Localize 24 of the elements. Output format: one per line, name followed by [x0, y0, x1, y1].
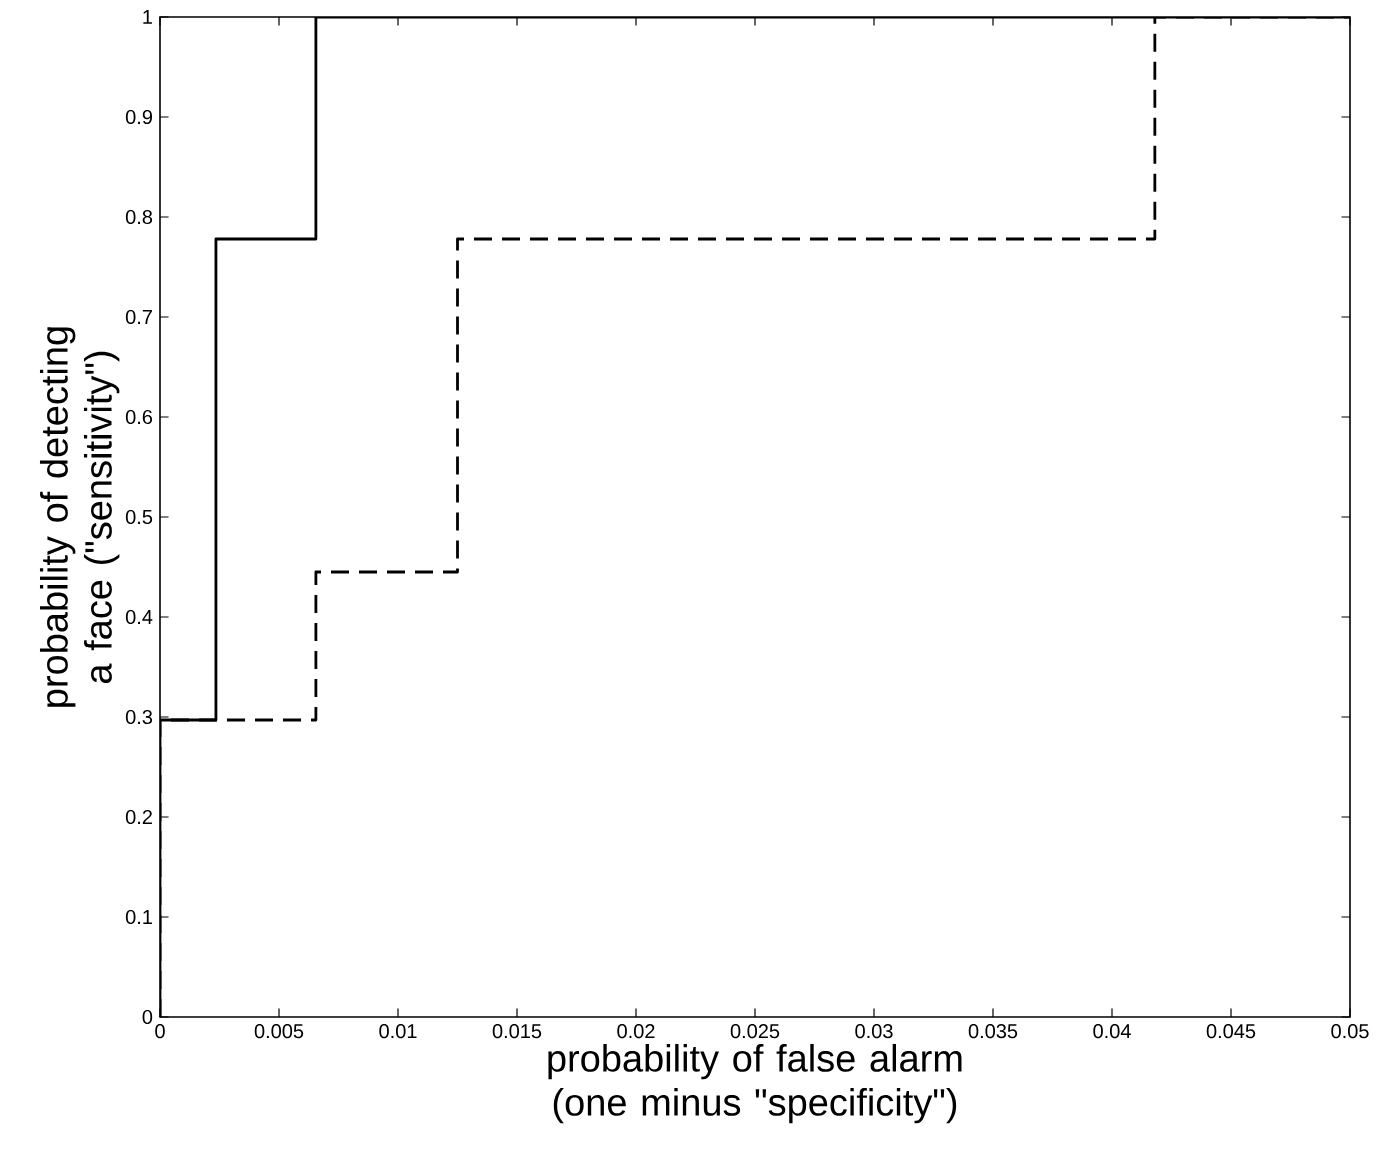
y-tick-label: 1 [143, 10, 152, 24]
y-tick-label: 0.8 [125, 209, 153, 225]
y-tick-label: 0.9 [125, 109, 153, 125]
x-tick-label: 0.045 [1206, 1024, 1256, 1039]
x-tick-label: 0.015 [492, 1024, 542, 1039]
y-tick-label: 0.3 [125, 709, 153, 725]
x-tick-label: 0.025 [730, 1024, 780, 1039]
x-axis-title: probability of false alarm (one minus "specificity") [548, 1043, 962, 1124]
y-tick-label: 0.1 [125, 909, 152, 925]
y-tick-label: 0.6 [125, 409, 153, 425]
x-tick-label: 0 [155, 1024, 165, 1039]
x-tick-label: 0.04 [1093, 1024, 1131, 1039]
x-tick-label: 0.02 [617, 1024, 655, 1039]
x-tick-label: 0.05 [1331, 1024, 1369, 1039]
y-tick-label: 0.7 [125, 309, 152, 325]
x-tick-label: 0.005 [254, 1024, 304, 1039]
y-tick-label: 0.2 [125, 809, 152, 825]
x-tick-label: 0.035 [968, 1024, 1018, 1039]
x-tick-label: 0.01 [379, 1024, 417, 1039]
y-tick-label: 0 [142, 1009, 153, 1025]
y-axis-title: probability of detecting a face ("sensitivity") [39, 327, 120, 707]
y-tick-label: 0.5 [125, 509, 153, 525]
y-tick-label: 0.4 [125, 609, 153, 625]
x-tick-label: 0.03 [855, 1024, 893, 1039]
